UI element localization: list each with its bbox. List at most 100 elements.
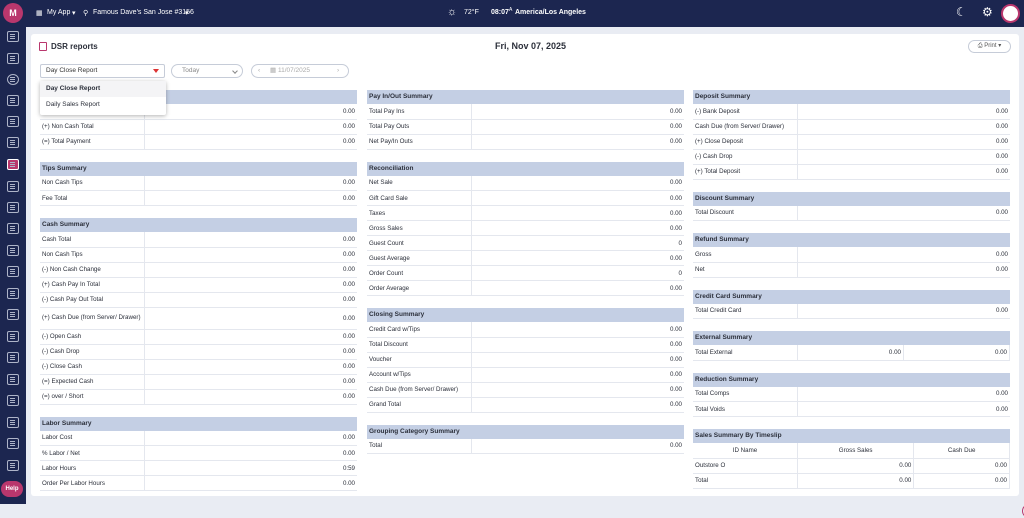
app-switcher[interactable]: My App (47, 9, 71, 16)
sidebar-chart-icon[interactable] (7, 137, 19, 148)
row-label: Labor Cost (40, 430, 146, 446)
top-bar: M ▦ My App ▾ ⚲ Famous Dave's San Jose #3… (0, 0, 1024, 27)
row-label: Credit Card w/Tips (367, 322, 473, 338)
sidebar-item-icon[interactable] (7, 245, 19, 256)
summary-section: Pay In/Out Summary Total Pay Ins 0.00 Total… (367, 90, 684, 150)
print-label: Print (984, 43, 997, 49)
report-column: Pay In/Out Summary Total Pay Ins 0.00 Total… (367, 90, 684, 466)
sidebar-item-icon[interactable] (7, 116, 19, 127)
row-value: 0.00 (471, 190, 684, 206)
row-value: 0.00 (144, 344, 357, 360)
row-value: 0.00 (471, 352, 684, 368)
row-label: Total Discount (693, 205, 799, 221)
row-value: 0.00 (144, 374, 357, 390)
summary-section: Reduction Summary Total Comps 0.00 Total Vo… (693, 372, 1010, 417)
summary-table: Gross 0.00 Net 0.00 (693, 247, 1010, 278)
row-value: 0.00 (797, 149, 1010, 165)
summary-table: Total 0.00 (367, 438, 684, 454)
date-value: 11/07/2025 (277, 67, 311, 74)
sidebar (0, 27, 26, 504)
table-row: Grand Total 0.00 (367, 397, 684, 413)
next-date-icon[interactable]: › (337, 67, 340, 74)
row-value: 0.00 (797, 262, 1010, 278)
row-value: 0.00 (144, 232, 357, 248)
page-title: DSR reports (51, 42, 98, 51)
row-label: Guest Count (367, 235, 473, 251)
row-value: 0.00 (144, 262, 357, 278)
sidebar-item-icon[interactable] (7, 352, 19, 363)
row-value: 0.00 (797, 164, 1010, 180)
app-chevron-icon[interactable]: ▾ (72, 10, 76, 17)
row-value: 0 (471, 265, 684, 281)
table-row: Total Pay Outs 0.00 (367, 119, 684, 135)
row-label: (-) Non Cash Change (40, 262, 146, 278)
clock-time: 08:07 (491, 9, 509, 16)
summary-section: Tips Summary Non Cash Tips 0.00 Fee Total 0.… (40, 161, 357, 206)
table-row: (-) Cash Drop 0.00 (693, 149, 1010, 165)
sidebar-item-icon[interactable] (7, 460, 19, 471)
row-label: Net Sale (367, 175, 473, 191)
sidebar-item-icon[interactable] (7, 53, 19, 64)
summary-section: Discount Summary Total Discount 0.00 (693, 191, 1010, 221)
sidebar-item-icon[interactable] (7, 417, 19, 428)
sidebar-item-icon[interactable] (7, 374, 19, 385)
period-select[interactable]: Today (171, 64, 243, 78)
print-icon: ⎙ (977, 43, 985, 49)
row-label: Net (693, 262, 799, 278)
row-value: 0.00 (144, 134, 357, 150)
logo-icon[interactable]: M (3, 3, 23, 23)
date-picker[interactable]: ‹ ▦ 11/07/2025 › (251, 64, 349, 78)
table-row: (-) Bank Deposit 0.00 (693, 104, 1010, 120)
table-row: (-) Cash Drop 0.00 (40, 344, 357, 360)
report-type-select[interactable]: Day Close Report (40, 64, 165, 78)
sidebar-item-icon[interactable] (7, 181, 19, 192)
prev-date-icon[interactable]: ‹ (258, 67, 261, 74)
summary-table: Total Credit Card 0.00 (693, 303, 1010, 319)
dropdown-option-daily-sales[interactable]: Daily Sales Report (46, 101, 100, 108)
sidebar-item-icon[interactable] (7, 31, 19, 42)
sidebar-item-icon[interactable] (7, 95, 19, 106)
sidebar-item-icon[interactable] (7, 202, 19, 213)
avatar[interactable] (1001, 4, 1020, 23)
store-switcher[interactable]: Famous Dave's San Jose #3156 (93, 9, 194, 16)
sidebar-item-icon[interactable] (7, 309, 19, 320)
sidebar-item-icon[interactable] (7, 288, 19, 299)
row-value: 0.00 (471, 367, 684, 383)
sidebar-user-icon[interactable] (7, 74, 19, 85)
store-chevron-icon[interactable]: ▾ (185, 10, 189, 17)
sidebar-item-icon[interactable] (7, 395, 19, 406)
row-label: Total Discount (367, 337, 473, 353)
sidebar-item-icon[interactable] (7, 331, 19, 342)
table-row: Net 0.00 (693, 262, 1010, 278)
table-row: Total 0.00 (367, 438, 684, 454)
summary-table: Total Comps 0.00 Total Voids 0.00 (693, 386, 1010, 417)
row-value: 0.00 (797, 386, 1010, 402)
row-label: Outstore O (693, 458, 798, 474)
table-row: (+) Cash Pay In Total 0.00 (40, 277, 357, 293)
report-type-dropdown: Day Close Report Daily Sales Report (40, 81, 166, 115)
table-row: Outstore O 0.00 0.00 (693, 458, 1010, 474)
help-button[interactable]: Help (1, 481, 23, 497)
dropdown-option-day-close[interactable]: Day Close Report (40, 81, 166, 97)
table-header: ID Name (693, 443, 798, 459)
row-value: 0.00 (913, 458, 1010, 474)
sidebar-item-icon[interactable] (7, 266, 19, 277)
row-label: Fee Total (40, 190, 146, 206)
table-row: Total Discount 0.00 (367, 337, 684, 353)
sidebar-item-reports[interactable] (7, 159, 19, 170)
summary-table: Total Discount 0.00 (693, 205, 1010, 221)
row-label: Total External (693, 345, 798, 361)
table-row: Cash Due (from Server/ Drawer) 0.00 (367, 382, 684, 398)
print-button[interactable]: ⎙ Print ▾ (968, 40, 1011, 53)
sidebar-item-icon[interactable] (7, 223, 19, 234)
table-row: Total 0.00 0.00 (693, 473, 1010, 489)
apps-icon[interactable]: ▦ (36, 10, 43, 17)
row-label: Account w/Tips (367, 367, 473, 383)
row-label: Total (367, 438, 473, 454)
main-panel: DSR reports Fri, Nov 07, 2025 ⎙ Print ▾ … (31, 34, 1024, 518)
table-row: (-) Open Cash 0.00 (40, 329, 357, 345)
gear-icon[interactable]: ⚙ (982, 5, 993, 19)
moon-icon[interactable]: ☾ (956, 5, 967, 19)
sidebar-item-icon[interactable] (7, 438, 19, 449)
